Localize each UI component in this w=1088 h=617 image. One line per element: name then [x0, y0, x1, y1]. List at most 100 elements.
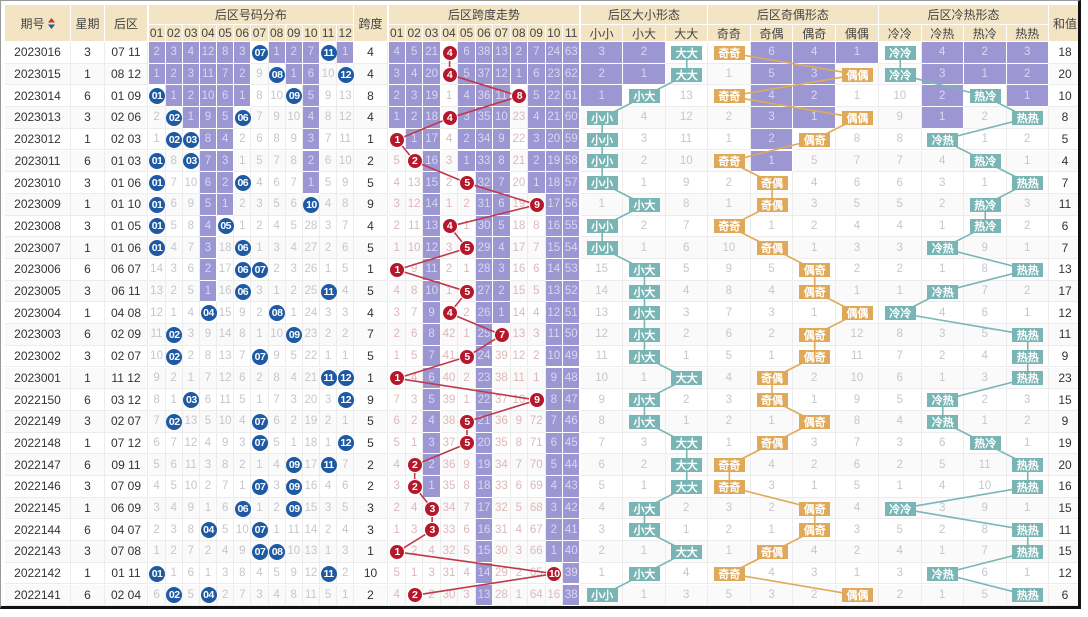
header-dist-group: 后区号码分布	[148, 5, 355, 25]
omission-count: 4	[750, 562, 794, 585]
omission-count: 31	[440, 562, 459, 585]
omission-count: 2	[217, 172, 235, 194]
omission-count: 2	[879, 454, 922, 476]
omission-count: 3	[440, 237, 459, 259]
omission-count: 3	[251, 280, 269, 303]
omission-count: 9	[234, 302, 252, 325]
omission-count: 18	[510, 215, 529, 238]
span-value: 2	[354, 454, 388, 476]
omission-count: 22	[545, 85, 563, 108]
hit-cell	[921, 562, 964, 585]
omission-count: 6	[879, 172, 922, 194]
omission-count: 4	[320, 476, 338, 498]
sort-icon[interactable]	[47, 17, 55, 29]
omission-count: 5	[708, 345, 751, 368]
omission-count: 22	[510, 128, 529, 151]
header-trend-col: 07	[493, 25, 511, 42]
omission-count: 7	[528, 42, 546, 64]
omission-count: 2	[708, 519, 751, 542]
back-numbers: 02 07	[105, 345, 148, 368]
omission-count: 3	[388, 63, 406, 86]
omission-count: 38	[493, 367, 511, 390]
span-ball: 1	[389, 543, 406, 560]
omission-count: 7	[165, 432, 183, 455]
omission-count: 6	[510, 476, 529, 498]
omission-count: 1	[405, 562, 424, 585]
omission-count: 3	[148, 497, 166, 520]
number-ball: 09	[286, 500, 303, 517]
omission-count: 7	[199, 150, 218, 173]
omission-count: 11	[217, 389, 235, 411]
omission-count: 15	[423, 172, 441, 194]
omission-count: 9	[665, 172, 708, 194]
omission-count: 7	[879, 345, 922, 368]
trend-connector-line	[414, 572, 555, 597]
omission-count: 1	[921, 367, 964, 390]
back-numbers: 01 03	[105, 150, 148, 173]
oe-shape-box: 偶奇	[799, 414, 831, 429]
number-ball: 02	[166, 326, 183, 343]
hc-shape-box: 冷热	[927, 414, 959, 429]
omission-count: 2	[165, 541, 183, 563]
oe-shape-box: 偶偶	[841, 306, 873, 321]
back-numbers: 06 11	[105, 280, 148, 303]
hit-cell	[921, 128, 964, 151]
omission-count: 1	[440, 193, 459, 216]
omission-count: 1	[199, 497, 218, 520]
omission-count: 2	[388, 497, 406, 520]
issue-number: 2023004	[5, 302, 71, 325]
span-ball: 7	[493, 326, 510, 343]
header-sum: 和值	[1049, 5, 1078, 42]
omission-count: 1	[1006, 150, 1049, 173]
omission-count: 12	[581, 324, 624, 346]
number-ball: 12	[337, 435, 354, 452]
omission-count: 40	[563, 541, 581, 563]
oe-shape-box: 奇奇	[713, 45, 745, 60]
back-numbers: 09 11	[105, 454, 148, 476]
omission-count: 1	[793, 476, 837, 498]
omission-count: 1	[388, 237, 406, 259]
omission-count: 2	[1006, 410, 1049, 433]
omission-count: 7	[199, 367, 218, 390]
omission-count: 8	[510, 432, 529, 455]
omission-count: 2	[921, 193, 964, 216]
omission-count: 3	[337, 541, 355, 563]
size-shape-box: 大大	[671, 479, 703, 494]
omission-count: 13	[337, 85, 355, 108]
sum-value: 6	[1049, 216, 1078, 238]
omission-count: 6	[665, 237, 708, 259]
sum-value: 19	[1049, 433, 1078, 455]
omission-count: 16	[302, 476, 320, 498]
omission-count: 42	[440, 324, 459, 346]
omission-count: 3	[320, 302, 338, 325]
omission-count: 3	[199, 237, 218, 259]
header-size-col: 小小	[581, 25, 624, 42]
omission-count: 7	[581, 432, 624, 455]
omission-count: 1	[148, 128, 166, 151]
span-value: 3	[354, 497, 388, 520]
omission-count: 1	[964, 410, 1007, 433]
omission-count: 4	[423, 410, 441, 433]
hit-cell	[964, 85, 1007, 108]
omission-count: 1	[251, 389, 269, 411]
omission-count: 3	[302, 128, 320, 151]
hc-shape-box: 冷热	[927, 284, 959, 299]
trend-connector-line	[396, 355, 468, 380]
omission-count: 21	[302, 367, 320, 390]
header-issue[interactable]: 期号	[5, 5, 71, 42]
omission-count: 11	[302, 584, 320, 606]
omission-count: 1	[217, 193, 235, 216]
omission-count: 2	[921, 519, 964, 542]
omission-count: 1	[510, 584, 529, 606]
hc-connector-line	[900, 312, 1028, 336]
omission-count: 3	[285, 259, 303, 281]
header-size-col: 大大	[665, 25, 708, 42]
hit-cell	[251, 42, 269, 64]
number-ball: 01	[149, 88, 166, 105]
omission-count: 11	[545, 324, 563, 346]
omission-count: 12	[510, 345, 529, 368]
hit-cell	[879, 302, 922, 325]
omission-count: 4	[268, 584, 286, 606]
omission-count: 57	[563, 172, 581, 194]
omission-count: 5	[750, 63, 794, 86]
